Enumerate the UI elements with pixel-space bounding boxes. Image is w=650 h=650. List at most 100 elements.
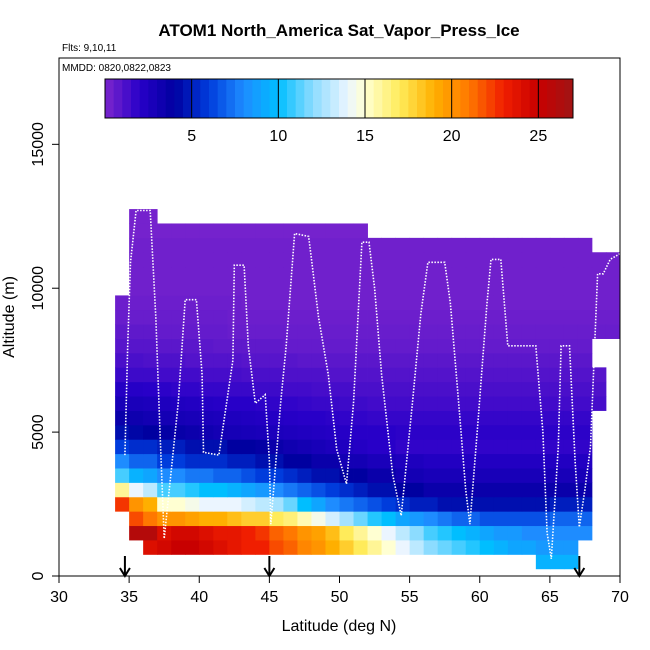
heatmap-cell — [577, 381, 593, 397]
y-axis-label: Altitude (m) — [1, 276, 18, 358]
heatmap-cell — [241, 525, 256, 541]
colorbar-segment — [235, 79, 245, 118]
heatmap-cell — [451, 281, 467, 296]
heatmap-cell — [157, 439, 172, 455]
heatmap-cell — [115, 324, 130, 339]
heatmap-cell — [325, 525, 340, 541]
colorbar-segment — [148, 79, 158, 118]
heatmap-cell — [409, 511, 425, 527]
heatmap-cell — [353, 540, 368, 555]
heatmap-cell — [423, 381, 439, 397]
heatmap-cell — [493, 468, 509, 483]
heatmap-cell — [493, 352, 509, 368]
heatmap-cell — [227, 281, 242, 296]
heatmap-cell — [353, 309, 368, 325]
heatmap-cell — [563, 439, 579, 455]
heatmap-cell — [507, 352, 523, 368]
heatmap-cell — [493, 338, 509, 354]
heatmap-cell — [395, 266, 411, 282]
heatmap-cell — [507, 511, 523, 527]
heatmap-cell — [171, 295, 186, 311]
heatmap-cell — [437, 309, 453, 325]
heatmap-cell — [423, 352, 439, 368]
heatmap-cell — [325, 424, 340, 440]
heatmap-cell — [521, 309, 537, 325]
heatmap-cell — [493, 496, 509, 512]
heatmap-cell — [367, 367, 382, 383]
heatmap-cell — [437, 396, 453, 411]
heatmap-cell — [493, 295, 509, 311]
heatmap-cell — [591, 324, 607, 339]
heatmap-cell — [255, 252, 270, 268]
heatmap-cell — [297, 424, 312, 440]
heatmap-cell — [465, 338, 481, 354]
heatmap-cell — [353, 468, 368, 483]
heatmap-cell — [185, 482, 200, 498]
heatmap-cell — [311, 482, 326, 498]
heatmap-cell — [213, 540, 228, 555]
colorbar-segment — [209, 79, 219, 118]
heatmap-cell — [465, 381, 481, 397]
heatmap-cell — [409, 396, 425, 411]
heatmap-cell — [437, 496, 453, 512]
colorbar-segment — [339, 79, 349, 118]
heatmap-cell — [157, 482, 172, 498]
heatmap-cell — [199, 324, 214, 339]
heatmap-cell — [143, 237, 158, 253]
colorbar-segment — [252, 79, 262, 118]
heatmap-cell — [269, 223, 284, 239]
heatmap-cell — [129, 424, 144, 440]
colorbar: 5 10 15 20 25 — [104, 78, 574, 145]
heatmap-cell — [591, 252, 607, 268]
heatmap-cell — [339, 295, 354, 311]
heatmap-cell — [367, 453, 382, 469]
heatmap-cell — [227, 367, 242, 383]
date-note: MMDD: 0820,0822,0823 — [62, 63, 171, 74]
heatmap-cell — [507, 540, 523, 555]
heatmap-cell — [241, 281, 256, 296]
heatmap-cell — [521, 381, 537, 397]
heatmap-cell — [549, 266, 565, 282]
heatmap-cell — [255, 540, 270, 555]
heatmap-cell — [479, 367, 495, 383]
heatmap-cell — [395, 281, 411, 296]
heatmap-cell — [451, 396, 467, 411]
heatmap-cell — [535, 381, 551, 397]
heatmap-cell — [129, 266, 144, 282]
colorbar-segment — [131, 79, 141, 118]
heatmap-cell — [493, 410, 509, 426]
heatmap-cell — [493, 266, 509, 282]
heatmap-cell — [157, 396, 172, 411]
x-tick-label: 30 — [50, 589, 68, 606]
heatmap-cell — [479, 439, 495, 455]
colorbar-segment — [477, 79, 487, 118]
heatmap-cell — [227, 381, 242, 397]
heatmap-cell — [381, 439, 396, 455]
heatmap-cell — [185, 540, 200, 555]
heatmap-cell — [255, 453, 270, 469]
heatmap-cell — [213, 453, 228, 469]
heatmap-cell — [227, 410, 242, 426]
colorbar-segment — [200, 79, 210, 118]
heatmap-cell — [129, 439, 144, 455]
heatmap-cell — [213, 338, 228, 354]
heatmap-cell — [605, 252, 621, 268]
heatmap-cell — [269, 266, 284, 282]
heatmap-cell — [115, 295, 130, 311]
heatmap-cell — [353, 439, 368, 455]
heatmap-cell — [507, 424, 523, 440]
heatmap-cell — [437, 381, 453, 397]
colorbar-segment — [417, 79, 427, 118]
heatmap-cell — [325, 237, 340, 253]
heatmap-cell — [395, 309, 411, 325]
heatmap-cell — [297, 266, 312, 282]
heatmap-cell — [353, 281, 368, 296]
heatmap-cell — [143, 295, 158, 311]
heatmap-cell — [311, 496, 326, 512]
heatmap-cell — [549, 396, 565, 411]
heatmap-cell — [213, 324, 228, 339]
heatmap-cell — [325, 396, 340, 411]
heatmap-cell — [143, 439, 158, 455]
heatmap-cell — [283, 381, 298, 397]
heatmap-cell — [521, 439, 537, 455]
